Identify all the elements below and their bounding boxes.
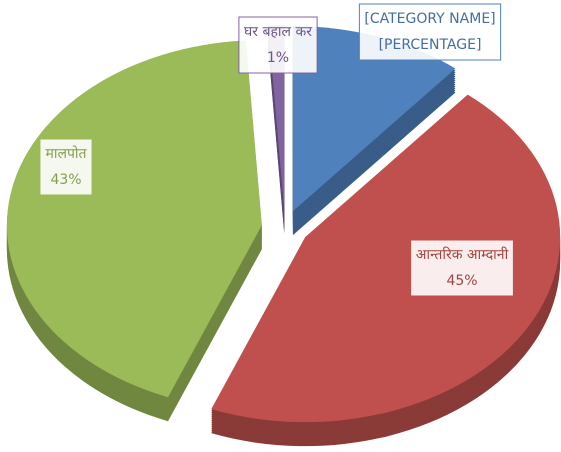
data-label: [CATEGORY NAME] [PERCENTAGE] bbox=[358, 3, 502, 61]
data-label: मालपोत 43% bbox=[39, 138, 93, 196]
slice bbox=[6, 40, 262, 398]
data-label: आन्तरिक आम्दानी 45% bbox=[410, 239, 514, 297]
slice bbox=[292, 26, 456, 212]
slice bbox=[211, 94, 561, 423]
label-box bbox=[39, 138, 93, 196]
label-value: 1% bbox=[267, 50, 289, 66]
label-box bbox=[410, 239, 514, 297]
label-value: [PERCENTAGE] bbox=[379, 37, 482, 53]
label-name: [CATEGORY NAME] bbox=[364, 11, 495, 27]
label-value: 45% bbox=[446, 273, 477, 289]
label-box bbox=[358, 3, 502, 61]
label-value: 43% bbox=[50, 172, 81, 188]
data-label: घर बहाल कर 1% bbox=[238, 16, 318, 74]
label-box bbox=[238, 16, 318, 74]
label-name: मालपोत bbox=[45, 145, 87, 162]
label-name: आन्तरिक आम्दानी bbox=[416, 246, 509, 263]
label-name: घर बहाल कर bbox=[244, 24, 312, 40]
